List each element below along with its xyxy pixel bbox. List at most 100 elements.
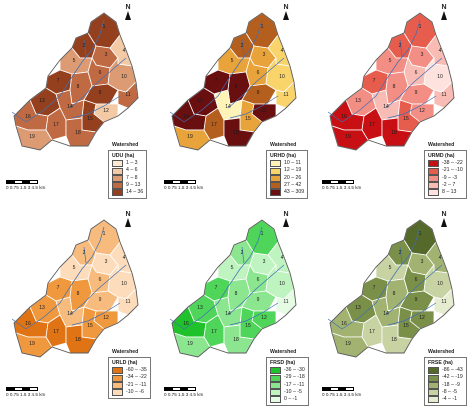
stream-line xyxy=(11,19,105,123)
legend-swatch xyxy=(428,367,439,375)
subwatershed-label: 18 xyxy=(75,337,81,343)
subwatershed-label: 4 xyxy=(123,255,126,261)
subwatershed-label: 8 xyxy=(77,291,80,297)
legend-swatch xyxy=(270,374,281,382)
north-arrow-icon: N xyxy=(438,211,450,227)
subwatershed-label: 17 xyxy=(211,329,217,335)
subwatershed-label: 14 xyxy=(67,104,73,110)
legend-item: -8 – -5 xyxy=(428,389,463,396)
legend-item: -36 – -30 xyxy=(270,367,305,375)
subwatershed-label: 16 xyxy=(183,321,189,327)
legend-label: -60 – -35 xyxy=(126,367,147,374)
subwatershed-label: 17 xyxy=(369,122,375,128)
legend: URLD (ha) -60 – -35 -34 – -22 -21 – -11 -10 … xyxy=(108,357,151,400)
legend-item: 4 – 6 xyxy=(112,167,143,175)
scale-bar: 0 0.75 1.5 3 4.5 km xyxy=(6,180,45,190)
stream-line xyxy=(227,264,285,316)
legend-swatch xyxy=(112,189,123,197)
stream-line xyxy=(229,302,279,326)
map-panel-udu: 1 2 3 4 5 6 7 8 9 10 11 12 13 14 15 16 17 18 19 N Watershed U… xyxy=(0,0,158,207)
subwatershed-label: 9 xyxy=(99,90,102,96)
subwatershed-label: 14 xyxy=(67,311,73,317)
north-arrow-icon: N xyxy=(280,4,292,20)
subwatershed-label: 12 xyxy=(103,108,109,114)
subwatershed-label: 3 xyxy=(105,52,108,58)
stream-line xyxy=(69,57,127,109)
legend-item: 7 – 8 xyxy=(112,175,143,182)
north-label: N xyxy=(283,211,289,218)
legend-item: 43 – 309 xyxy=(270,189,305,197)
subwatershed-label: 18 xyxy=(233,337,239,343)
legend-label: -42 – -19 xyxy=(442,374,463,381)
legend-item: -2 – 7 xyxy=(428,182,463,189)
north-label: N xyxy=(441,211,447,218)
subwatershed-label: 4 xyxy=(439,255,442,261)
legend-swatch xyxy=(270,174,281,182)
legend-label: 14 – 36 xyxy=(126,189,144,196)
subwatershed-label: 19 xyxy=(29,341,35,347)
stream-line xyxy=(71,95,121,119)
legend-item: -42 – -19 xyxy=(428,374,463,382)
scale-bar: 0 0.75 1.5 3 4.5 km xyxy=(164,387,203,397)
map-panel-urhd: 1 2 3 4 5 6 7 8 9 10 11 12 13 14 15 16 17 18 19 N Watershed U… xyxy=(158,0,316,207)
subwatershed-label: 15 xyxy=(403,323,409,329)
stream-line xyxy=(385,264,443,316)
subwatershed-label: 6 xyxy=(415,70,418,76)
subwatershed-label: 1 xyxy=(261,24,264,30)
subwatershed-label: 5 xyxy=(73,265,76,271)
legend-label: 20 – 26 xyxy=(284,174,302,181)
legend-item: -10 – -6 xyxy=(112,389,147,396)
scale-bar: 0 0.75 1.5 3 4.5 km xyxy=(6,387,45,397)
subwatershed-label: 2 xyxy=(241,250,244,256)
legend-label: 8 – 13 xyxy=(442,189,457,196)
legend-swatch xyxy=(428,388,439,396)
subwatershed-label: 1 xyxy=(419,231,422,237)
map-panel-frse: 1 2 3 4 5 6 7 8 9 10 11 12 13 14 15 16 17 18 19 N Watershed F… xyxy=(316,207,474,414)
subwatershed-label: 7 xyxy=(373,285,376,291)
legend-label: -9 – -3 xyxy=(442,174,457,181)
stream-line xyxy=(399,246,403,264)
legend-item: 12 – 19 xyxy=(270,167,304,175)
legend-label: -34 – -22 xyxy=(126,374,147,381)
subwatershed-label: 18 xyxy=(391,130,397,136)
legend-swatch xyxy=(270,396,281,404)
stream-line xyxy=(169,19,263,123)
legend-swatch xyxy=(428,167,439,175)
legend-item: -10 – -5 xyxy=(270,389,305,396)
subwatershed-label: 6 xyxy=(99,70,102,76)
subwatershed-label: 6 xyxy=(415,277,418,283)
subwatershed-label: 7 xyxy=(373,78,376,84)
subwatershed-label: 5 xyxy=(73,58,76,64)
subwatershed-label: 9 xyxy=(257,90,260,96)
north-label: N xyxy=(283,4,289,11)
subwatershed-label: 15 xyxy=(87,116,93,122)
legend-label: 27 – 42 xyxy=(284,181,302,188)
subwatershed-label: 6 xyxy=(257,277,260,283)
subwatershed-label: 2 xyxy=(399,250,402,256)
legend-heading: Watershed xyxy=(112,142,139,148)
legend-label: -10 – -5 xyxy=(284,388,302,395)
subwatershed-label: 19 xyxy=(345,134,351,140)
north-arrow-icon: N xyxy=(280,211,292,227)
scale-label: 0 0.75 1.5 3 4.5 km xyxy=(164,392,204,397)
legend-item: -38 – -22 xyxy=(428,160,463,168)
north-arrow-icon: N xyxy=(122,211,134,227)
scale-label: 0 0.75 1.5 3 4.5 km xyxy=(322,185,362,190)
subwatershed-label: 7 xyxy=(57,285,60,291)
legend-label: -21 – -10 xyxy=(442,167,463,174)
legend-item: 8 – 13 xyxy=(428,189,463,197)
legend-label: 43 – 309 xyxy=(284,189,305,196)
subwatershed-label: 8 xyxy=(235,291,238,297)
legend-swatch xyxy=(428,381,439,389)
legend-swatch xyxy=(270,181,281,189)
legend-label: -29 – -18 xyxy=(284,374,305,381)
legend-label: -8 – -5 xyxy=(442,388,457,395)
subwatershed-label: 3 xyxy=(421,259,424,265)
subwatershed-label: 5 xyxy=(231,265,234,271)
subwatershed-label: 15 xyxy=(245,116,251,122)
legend-title: FRSD (ha) xyxy=(270,360,296,366)
legend: FRSE (ha) -86 – -43 -42 – -19 -18 – -9 -8 – … xyxy=(424,357,467,407)
